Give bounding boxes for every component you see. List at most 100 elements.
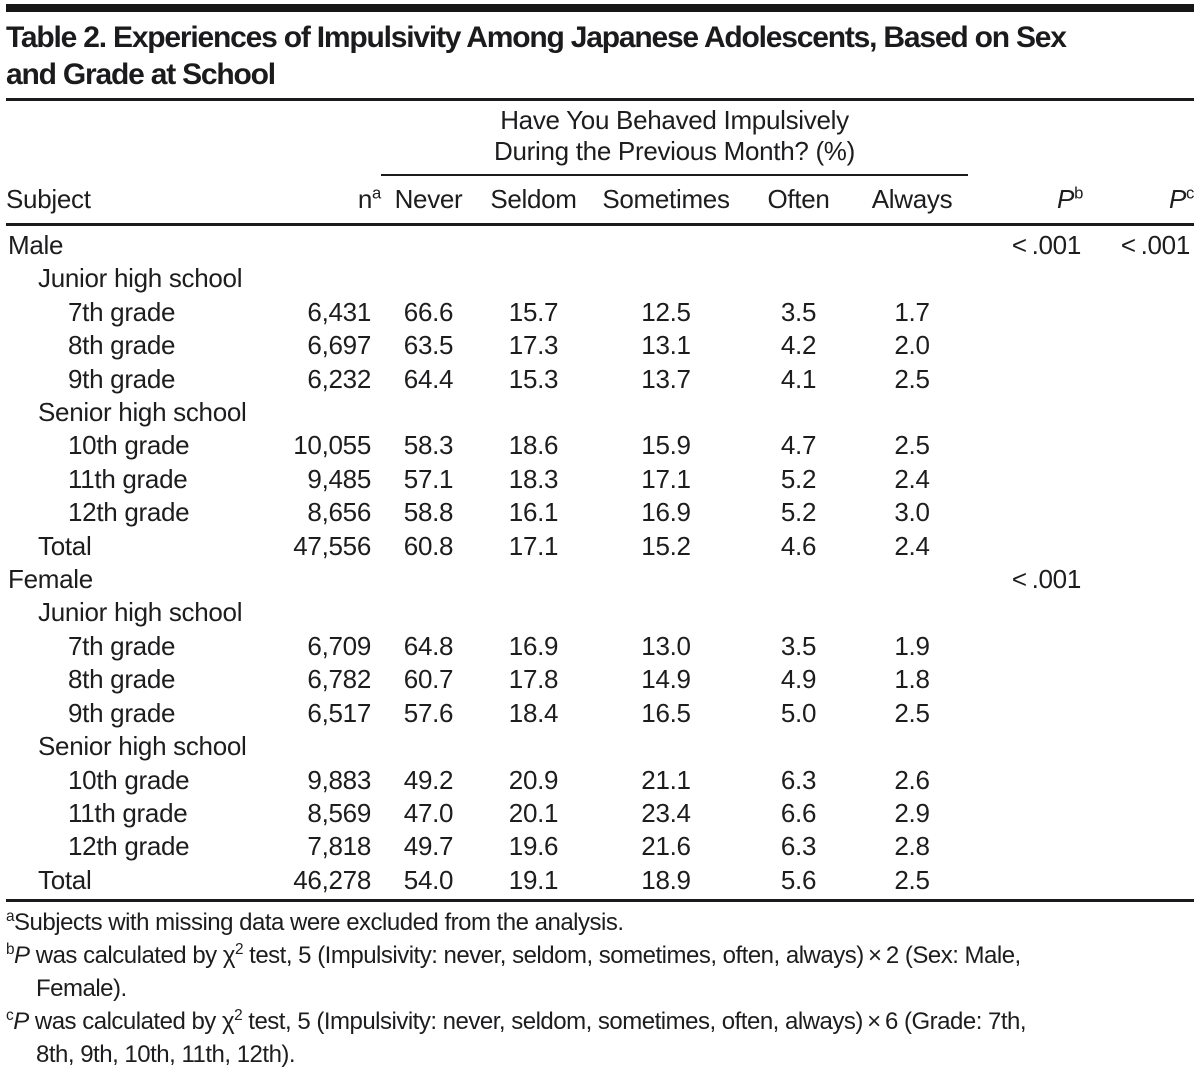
p-c-cell xyxy=(1083,863,1195,903)
p-b-cell xyxy=(968,830,1083,863)
table-row: Junior high school xyxy=(6,596,1194,629)
p-b-cell xyxy=(968,262,1083,295)
p-b-cell xyxy=(968,429,1083,462)
n-cell xyxy=(291,396,381,429)
sometimes-cell: 18.9 xyxy=(591,863,741,903)
sometimes-cell: 12.5 xyxy=(641,296,691,327)
never-cell xyxy=(381,262,476,295)
seldom-cell: 16.1 xyxy=(508,497,559,528)
often-cell: 5.0 xyxy=(780,697,817,728)
p-b-cell: < .001 xyxy=(1011,230,1082,260)
p-b-cell xyxy=(968,863,1084,903)
seldom-cell xyxy=(476,730,591,763)
often-cell: 4.6 xyxy=(780,530,817,561)
n-cell xyxy=(291,596,381,629)
seldom-cell: 19.1 xyxy=(476,863,591,903)
p-c-cell xyxy=(1083,730,1194,763)
n-label: n xyxy=(357,184,373,214)
never-cell xyxy=(381,396,476,429)
p-c-cell xyxy=(1083,830,1194,863)
n-cell: 8,656 xyxy=(307,497,371,528)
never-cell: 60.7 xyxy=(403,664,454,695)
sometimes-cell: 15.2 xyxy=(641,530,691,561)
column-header-p-b: Pb xyxy=(968,175,1083,226)
header-spacer-left xyxy=(6,103,381,175)
often-cell: 4.2 xyxy=(780,330,817,361)
never-cell: 64.8 xyxy=(403,630,454,661)
spanner-header: Have You Behaved Impulsively During the … xyxy=(381,103,969,176)
p-b-cell xyxy=(968,496,1083,529)
table-row: Male < .001 < .001 xyxy=(6,225,1194,263)
table-row: 7th grade 6,709 64.8 16.9 13.0 3.5 1.9 xyxy=(6,630,1194,663)
n-cell: 46,278 xyxy=(291,863,381,903)
subject-cell: Junior high school xyxy=(38,263,243,294)
always-cell: 2.5 xyxy=(894,363,930,394)
often-cell xyxy=(741,262,856,295)
n-cell: 6,782 xyxy=(307,664,371,695)
p-b-cell xyxy=(968,296,1083,329)
subject-cell: 7th grade xyxy=(68,296,176,327)
p-c-cell: < .001 xyxy=(1120,230,1191,260)
subject-cell: 8th grade xyxy=(68,664,176,695)
footnote: aSubjects with missing data were exclude… xyxy=(6,908,624,937)
subject-cell: Total xyxy=(38,530,92,561)
column-header-n: na xyxy=(291,175,381,226)
often-cell xyxy=(741,225,856,263)
never-cell xyxy=(381,730,476,763)
sometimes-cell: 13.7 xyxy=(641,363,691,394)
seldom-cell xyxy=(476,396,591,429)
n-cell: 6,709 xyxy=(307,630,371,661)
n-cell: 6,517 xyxy=(307,697,371,728)
n-cell xyxy=(291,730,381,763)
n-cell: 47,556 xyxy=(293,530,371,561)
footnotes: aSubjects with missing data were exclude… xyxy=(6,906,1194,1070)
n-cell xyxy=(291,262,381,295)
n-cell: 10,055 xyxy=(293,430,371,461)
p-c-cell xyxy=(1083,463,1194,496)
n-cell: 7,818 xyxy=(307,831,371,862)
p-b-cell: < .001 xyxy=(1011,564,1082,595)
title-rule xyxy=(6,98,1194,101)
subject-cell: 12th grade xyxy=(68,497,190,528)
always-cell: 2.5 xyxy=(856,863,969,903)
seldom-cell: 18.3 xyxy=(508,463,559,494)
sometimes-cell: 17.1 xyxy=(641,463,691,494)
p-b-cell xyxy=(968,764,1083,797)
table-row: 12th grade 7,818 49.7 19.6 21.6 6.3 2.8 xyxy=(6,830,1194,863)
subject-cell: Total xyxy=(6,863,291,903)
sometimes-cell xyxy=(591,396,741,429)
always-cell xyxy=(856,262,968,295)
p-c-cell xyxy=(1083,329,1194,362)
never-cell: 64.4 xyxy=(403,363,454,394)
always-cell: 2.4 xyxy=(894,463,930,494)
seldom-cell xyxy=(476,225,591,263)
often-cell: 6.3 xyxy=(780,764,817,795)
sometimes-cell: 16.5 xyxy=(641,697,691,728)
table-header: Have You Behaved Impulsively During the … xyxy=(6,103,1194,226)
header-spacer-right xyxy=(968,103,1194,175)
never-cell: 63.5 xyxy=(403,330,454,361)
often-cell xyxy=(741,563,856,596)
sometimes-cell xyxy=(591,563,741,596)
always-cell: 2.8 xyxy=(894,831,930,862)
often-cell: 6.6 xyxy=(780,797,817,828)
never-cell: 54.0 xyxy=(381,863,476,903)
subject-cell: 11th grade xyxy=(68,463,188,494)
n-superscript: a xyxy=(372,183,381,203)
p-c-cell xyxy=(1083,663,1194,696)
subject-cell: 7th grade xyxy=(68,630,176,661)
footnote: bP was calculated by χ2 test, 5 (Impulsi… xyxy=(6,941,1021,1003)
never-cell xyxy=(381,225,476,263)
often-cell xyxy=(741,396,856,429)
p-c-cell xyxy=(1083,797,1194,830)
column-header-never: Never xyxy=(381,175,476,226)
table-row: 7th grade 6,431 66.6 15.7 12.5 3.5 1.7 xyxy=(6,296,1194,329)
often-cell xyxy=(741,596,856,629)
table-row: 10th grade 9,883 49.2 20.9 21.1 6.3 2.6 xyxy=(6,764,1194,797)
p-c-cell xyxy=(1083,630,1194,663)
top-rule xyxy=(6,4,1194,12)
never-cell xyxy=(381,596,476,629)
often-cell: 4.1 xyxy=(780,363,817,394)
p-c-cell xyxy=(1083,596,1194,629)
column-header-seldom: Seldom xyxy=(476,175,591,226)
